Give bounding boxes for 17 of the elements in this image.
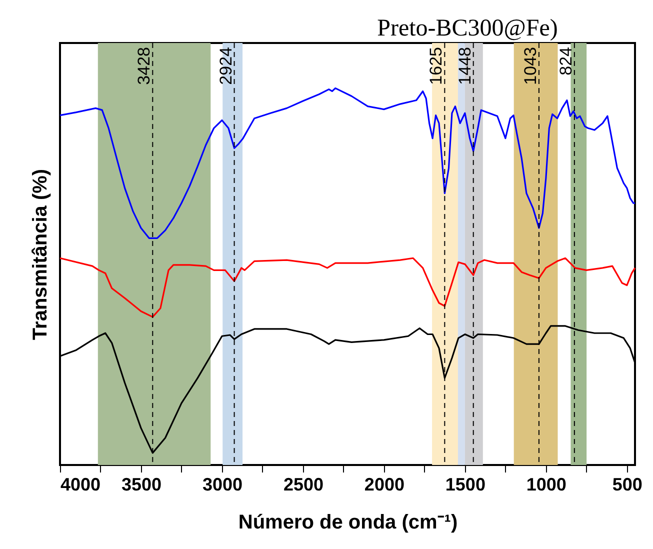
- ref-line-label: 1043: [520, 47, 540, 85]
- ref-line-label: 824: [556, 47, 576, 76]
- x-tick-label: 4000: [60, 474, 101, 494]
- x-tick-label: 1500: [445, 474, 486, 494]
- ref-line-label: 1448: [455, 47, 474, 85]
- x-tick-label: 1000: [526, 474, 566, 494]
- chart-title: Preto-BC300@Fe): [377, 16, 558, 42]
- x-tick-label: 2000: [364, 474, 404, 494]
- x-tick-label: 3500: [121, 474, 162, 494]
- x-axis-title: Número de onda (cm⁻¹): [238, 512, 458, 534]
- x-tick-label: 2500: [283, 474, 324, 494]
- x-tick-label: 3000: [202, 474, 242, 494]
- ref-line-label: 1625: [426, 47, 446, 85]
- ref-line-label: 2924: [216, 47, 236, 85]
- y-axis-title: Transmitância (%): [30, 168, 52, 340]
- x-tick-label: 500: [612, 474, 642, 494]
- ref-line-label: 3428: [134, 47, 154, 85]
